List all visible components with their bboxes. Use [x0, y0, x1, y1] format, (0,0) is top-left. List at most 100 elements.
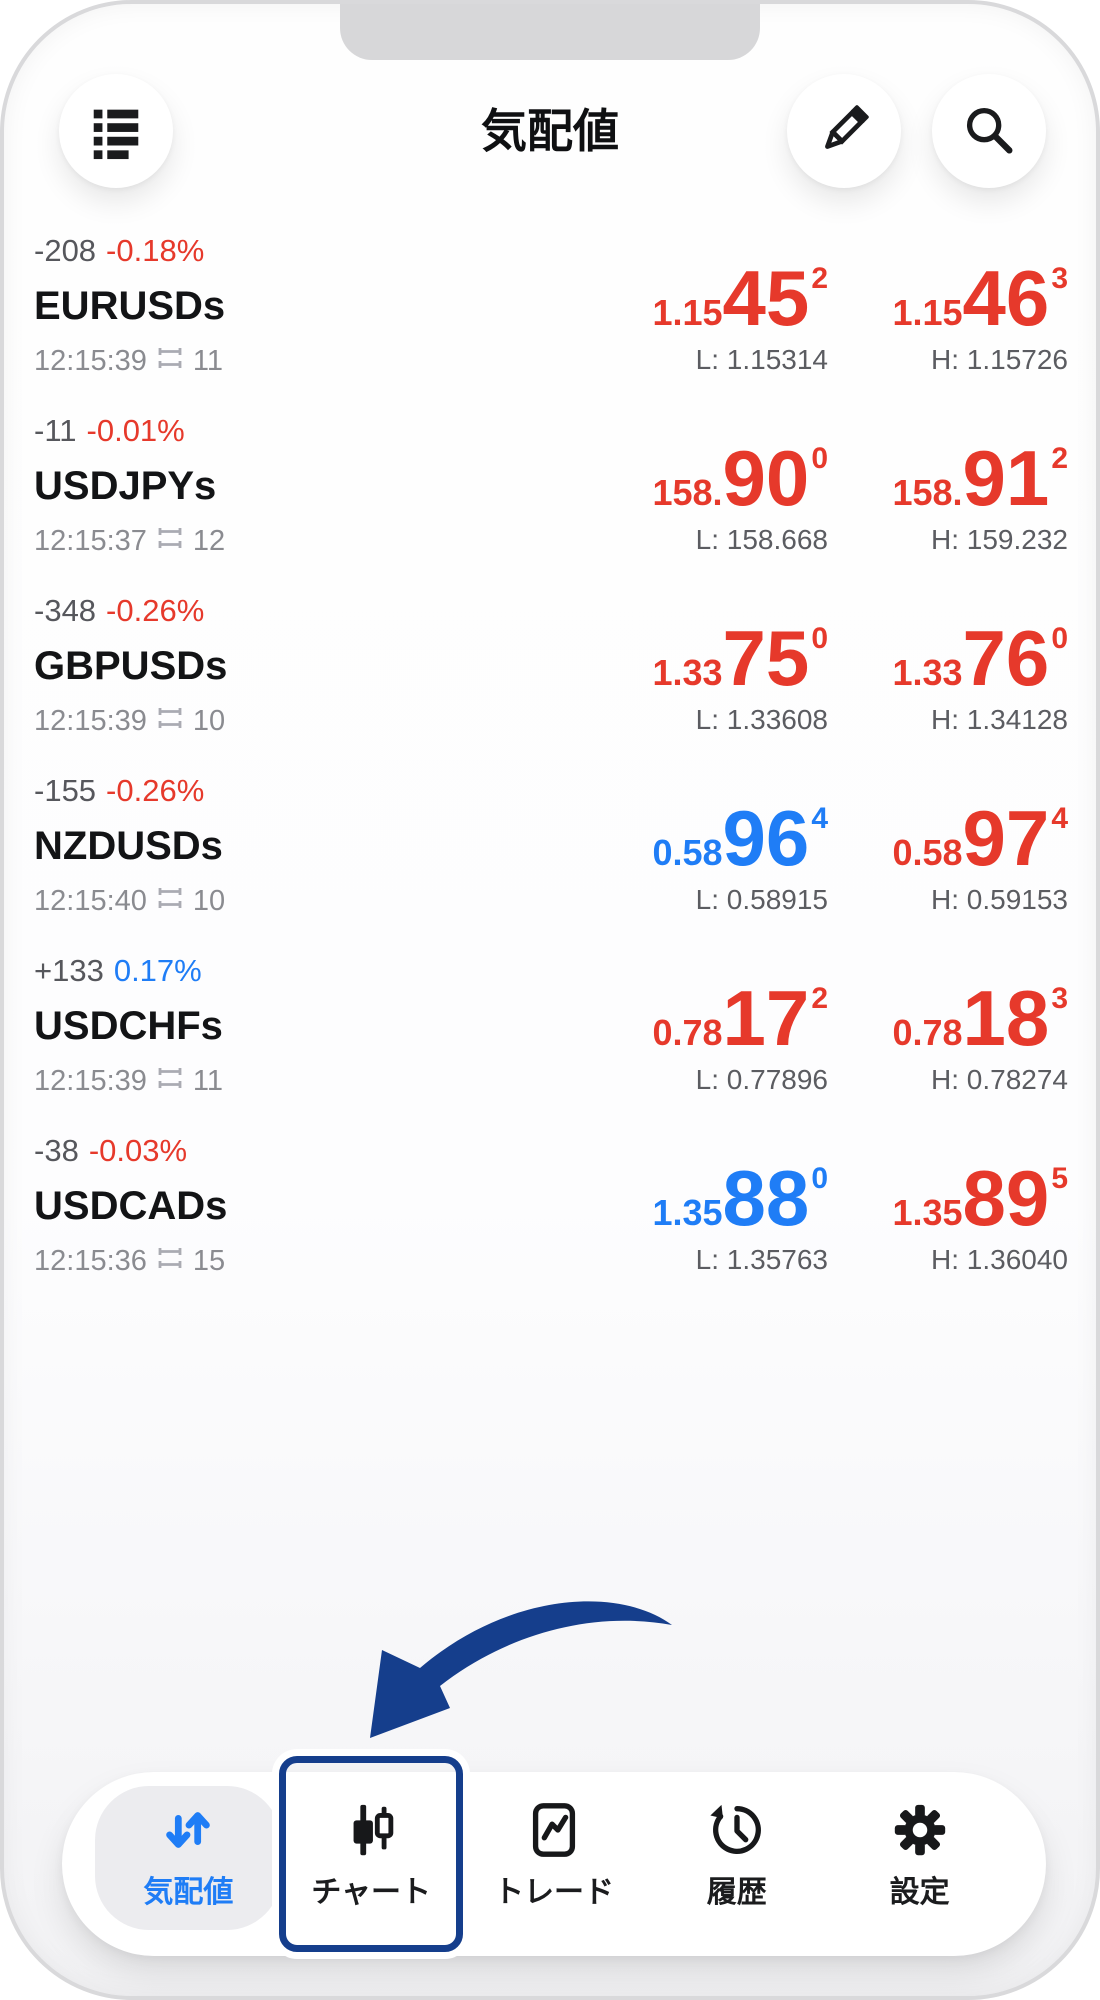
pencil-icon: [814, 100, 874, 163]
day-high: H: 0.59153: [931, 884, 1068, 915]
quote-meta: 12:15:40 10: [34, 879, 225, 923]
quote-left: +133 0.17% USDCHFs 12:15:39 11: [34, 936, 223, 1116]
quote-right: 1.15 45 2 1.15 46 3 L: 1.15314 H: 1.15726: [558, 216, 1068, 396]
day-low: L: 0.58915: [695, 884, 828, 915]
ask-price: 1.33 76 0: [892, 614, 1068, 702]
list-icon: [85, 99, 147, 164]
quote-time: 12:15:39: [34, 705, 147, 737]
ask-price: 1.35 89 5: [892, 1154, 1068, 1242]
day-low: L: 1.33608: [695, 704, 828, 735]
spread-value: 10: [192, 885, 226, 917]
change-line: +133 0.17%: [34, 949, 223, 993]
symbol-name: GBPUSDs: [34, 644, 228, 688]
day-low: L: 1.35763: [695, 1244, 828, 1275]
bid-ask-prices: 1.15 45 2 1.15 46 3: [558, 258, 1068, 338]
symbol-name: NZDUSDs: [34, 824, 223, 868]
change-points: -208: [34, 233, 97, 268]
quote-row[interactable]: -348 -0.26% GBPUSDs 12:15:39 10 1.33 75 0 1…: [4, 576, 1096, 756]
quote-row[interactable]: -11 -0.01% USDJPYs 12:15:37 12 158. 90 0 15…: [4, 396, 1096, 576]
bid-ask-prices: 1.33 75 0 1.33 76 0: [558, 618, 1068, 698]
spread-icon: [157, 879, 183, 923]
quote-row[interactable]: -208 -0.18% EURUSDs 12:15:39 11 1.15 45 2 1…: [4, 216, 1096, 396]
quotes-list: -208 -0.18% EURUSDs 12:15:39 11 1.15 45 2 1…: [4, 216, 1096, 1296]
spread-icon: [157, 1059, 183, 1103]
search-button[interactable]: [932, 74, 1046, 188]
quote-meta: 12:15:39 11: [34, 339, 225, 383]
quote-time: 12:15:39: [34, 345, 147, 377]
quote-left: -348 -0.26% GBPUSDs 12:15:39 10: [34, 576, 227, 756]
edit-button[interactable]: [787, 74, 901, 188]
quote-time: 12:15:37: [34, 525, 147, 557]
bid-ask-prices: 0.58 96 4 0.58 97 4: [558, 798, 1068, 878]
change-line: -11 -0.01%: [34, 409, 225, 453]
change-points: -11: [34, 413, 77, 448]
tab-history[interactable]: 履歴: [645, 1772, 828, 1956]
bottom-tab-bar: 気配値 チャート トレード 履歴 設定: [62, 1756, 1046, 1956]
symbol-name: USDCADs: [34, 1184, 228, 1228]
spread-value: 11: [192, 1065, 223, 1097]
history-clock-icon: [706, 1798, 768, 1862]
low-high-line: L: 1.35763 H: 1.36040: [558, 1238, 1068, 1282]
change-line: -38 -0.03%: [34, 1129, 227, 1173]
bid-price: 1.15 45 2: [652, 254, 828, 342]
tab-label: 設定: [889, 1876, 950, 1909]
annotation-arrow: [334, 1584, 679, 1759]
bid-price: 0.78 17 2: [652, 974, 828, 1062]
symbol-name: EURUSDs: [34, 284, 226, 328]
quote-left: -208 -0.18% EURUSDs 12:15:39 11: [34, 216, 225, 396]
ask-price: 0.78 18 3: [892, 974, 1068, 1062]
bid-ask-prices: 0.78 17 2 0.78 18 3: [558, 978, 1068, 1058]
quote-left: -38 -0.03% USDCADs 12:15:36 15: [34, 1116, 227, 1296]
change-line: -348 -0.26%: [34, 589, 227, 633]
chart-line-box-icon: [523, 1798, 585, 1862]
quote-left: -155 -0.26% NZDUSDs 12:15:40 10: [34, 756, 225, 936]
quote-row[interactable]: +133 0.17% USDCHFs 12:15:39 11 0.78 17 2 0.…: [4, 936, 1096, 1116]
low-high-line: L: 158.668 H: 159.232: [558, 518, 1068, 562]
tab-quotes[interactable]: 気配値: [95, 1772, 282, 1956]
spread-icon: [157, 519, 183, 563]
symbol-name: USDCHFs: [34, 1004, 223, 1048]
ask-price: 158. 91 2: [892, 434, 1068, 522]
change-percent: -0.26%: [106, 593, 205, 628]
change-points: -38: [34, 1133, 79, 1168]
change-points: +133: [34, 953, 104, 988]
bid-price: 0.58 96 4: [652, 794, 828, 882]
menu-button[interactable]: [59, 74, 173, 188]
low-high-line: L: 1.15314 H: 1.15726: [558, 338, 1068, 382]
tab-trade[interactable]: トレード: [463, 1772, 646, 1956]
day-high: H: 159.232: [931, 524, 1068, 555]
quote-time: 12:15:39: [34, 1065, 147, 1097]
search-icon: [958, 99, 1020, 164]
spread-icon: [157, 1239, 183, 1283]
bid-price: 1.35 88 0: [652, 1154, 828, 1242]
spread-value: 12: [192, 525, 226, 557]
low-high-line: L: 1.33608 H: 1.34128: [558, 698, 1068, 742]
bid-price: 1.33 75 0: [652, 614, 828, 702]
quote-row[interactable]: -155 -0.26% NZDUSDs 12:15:40 10 0.58 96 4 0…: [4, 756, 1096, 936]
active-tab-background: [95, 1786, 282, 1930]
quote-right: 1.35 88 0 1.35 89 5 L: 1.35763 H: 1.36040: [558, 1116, 1068, 1296]
quote-meta: 12:15:39 11: [34, 1059, 223, 1103]
spread-value: 11: [192, 345, 223, 377]
tab-label: 気配値: [143, 1876, 234, 1909]
low-high-line: L: 0.58915 H: 0.59153: [558, 878, 1068, 922]
quote-right: 0.78 17 2 0.78 18 3 L: 0.77896 H: 0.78274: [558, 936, 1068, 1116]
tab-label: 履歴: [706, 1876, 767, 1909]
gear-icon: [889, 1798, 951, 1862]
change-percent: -0.01%: [86, 413, 185, 448]
tab-label: チャート: [311, 1876, 432, 1909]
change-line: -155 -0.26%: [34, 769, 225, 813]
bid-price: 158. 90 0: [652, 434, 828, 522]
quote-meta: 12:15:37 12: [34, 519, 225, 563]
tab-settings[interactable]: 設定: [828, 1772, 1011, 1956]
spread-icon: [157, 699, 183, 743]
change-percent: -0.18%: [106, 233, 205, 268]
day-low: L: 158.668: [695, 524, 828, 555]
bid-ask-prices: 1.35 88 0 1.35 89 5: [558, 1158, 1068, 1238]
updown-arrows-icon: [157, 1798, 219, 1862]
tab-chart[interactable]: チャート: [279, 1756, 464, 1956]
change-percent: 0.17%: [113, 953, 202, 988]
quote-row[interactable]: -38 -0.03% USDCADs 12:15:36 15 1.35 88 0 1.…: [4, 1116, 1096, 1296]
quote-time: 12:15:40: [34, 885, 147, 917]
